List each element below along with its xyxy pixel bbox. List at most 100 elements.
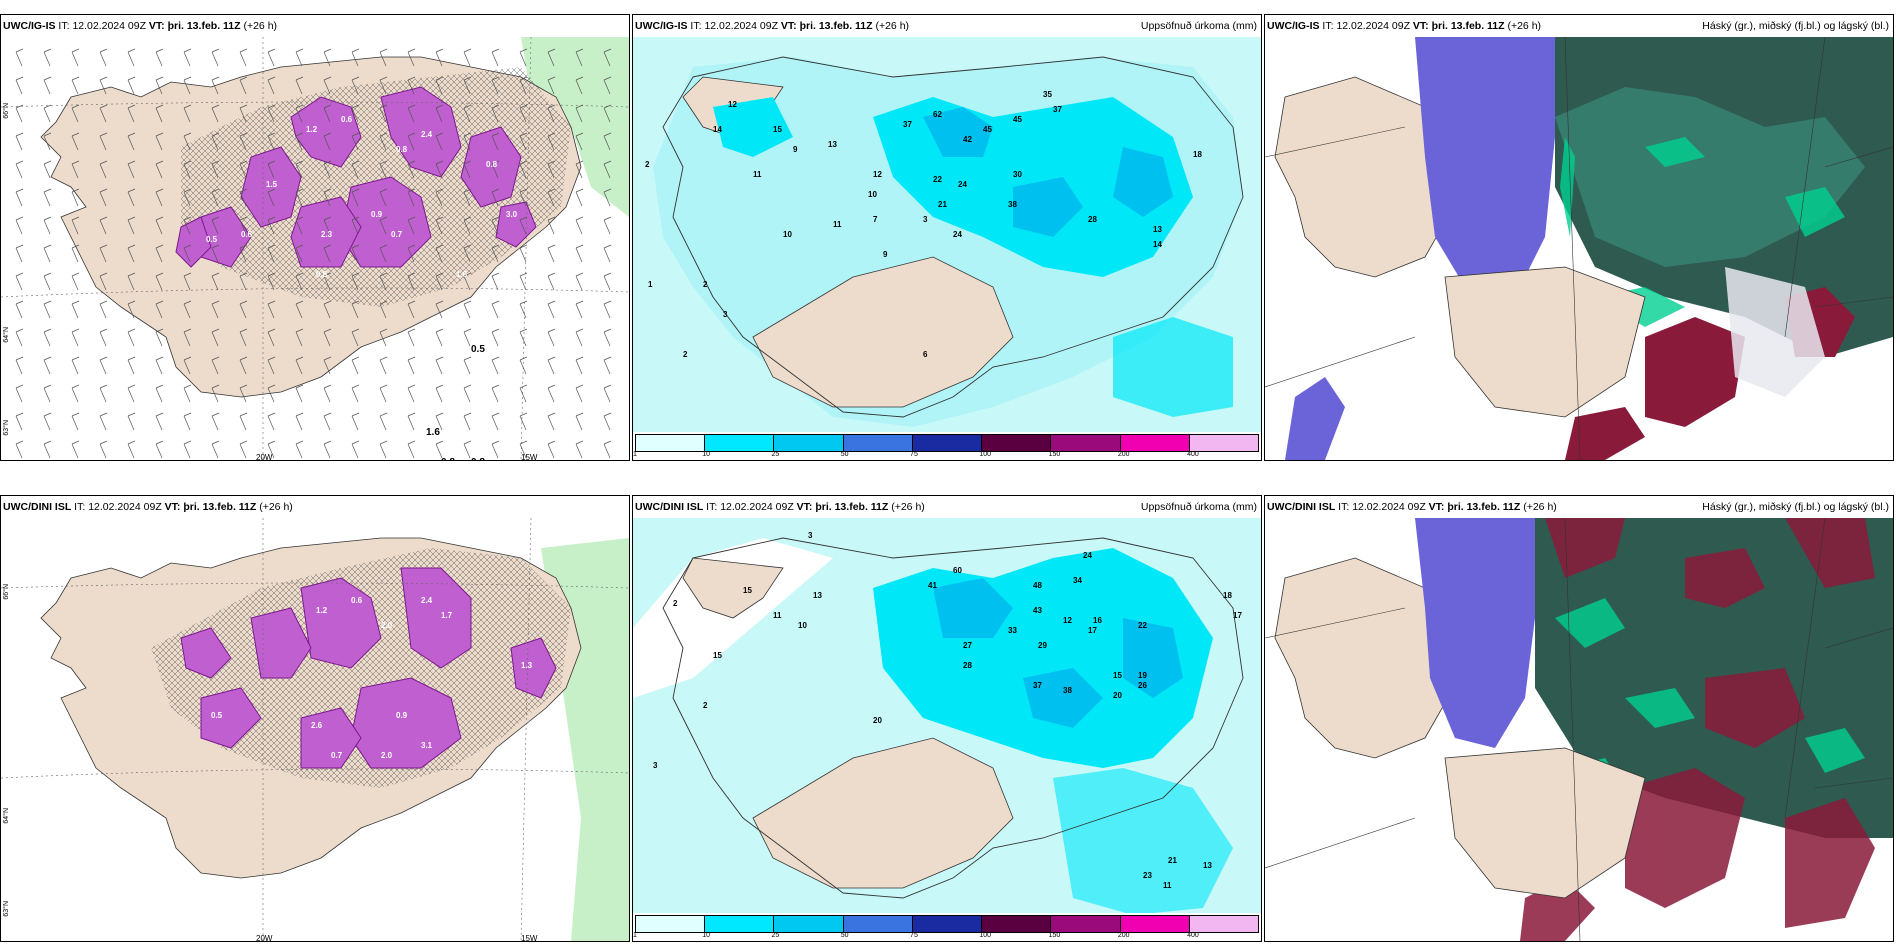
svg-text:22: 22 [1138, 621, 1147, 630]
wind-barb [463, 440, 472, 459]
wind-barb [155, 440, 164, 459]
wind-barb [575, 272, 584, 291]
wind-barb [575, 48, 584, 67]
wind-barb [183, 272, 192, 291]
wind-barb [351, 244, 360, 263]
cb-label: 400 [1187, 932, 1199, 939]
svg-text:2.4: 2.4 [421, 596, 433, 605]
wind-barb [323, 412, 332, 431]
panel-dini-precip: UWC/DINI ISL IT: 12.02.2024 09Z VT: þri.… [632, 495, 1262, 942]
wind-barb [99, 328, 108, 347]
wind-barb [323, 244, 332, 263]
wind-map[interactable]: 1.2 0.6 2.0 2.4 1.7 0.9 1.3 2.6 3.1 2.0 … [1, 518, 629, 941]
svg-text:2: 2 [673, 599, 678, 608]
svg-text:22: 22 [933, 175, 942, 184]
wind-barb [71, 104, 80, 123]
wind-map[interactable]: 0.5 1.6 0.8 0.8 1.2 0.6 2.4 0.8 0.9 1.5 … [1, 37, 629, 460]
wind-barb [71, 300, 80, 319]
wind-barb [71, 356, 80, 375]
svg-text:0.5: 0.5 [211, 711, 223, 720]
cb-label: 200 [1117, 451, 1130, 458]
cb-swatch [1120, 435, 1190, 451]
svg-text:21: 21 [938, 200, 947, 209]
svg-text:3: 3 [723, 310, 728, 319]
wind-barb [379, 356, 388, 375]
wind-barb [435, 104, 444, 123]
cb-label: 200 [1117, 932, 1130, 939]
wind-barb [379, 216, 388, 235]
cb-swatch [1189, 435, 1258, 451]
wind-barb [99, 104, 108, 123]
wind-barb [15, 328, 24, 347]
svg-text:3: 3 [653, 761, 658, 770]
svg-text:0.5: 0.5 [206, 235, 218, 244]
panel-header: UWC/IG-IS IT: 12.02.2024 09Z VT: þri. 13… [1, 15, 629, 37]
cb-label: 150 [1048, 932, 1061, 939]
wind-barb [43, 272, 52, 291]
svg-text:0.7: 0.7 [331, 751, 343, 760]
panel-header: UWC/DINI ISL IT: 12.02.2024 09Z VT: þri.… [633, 496, 1261, 518]
precip-map[interactable]: 2 12 14 15 9 11 13 37 62 42 45 35 37 45 … [633, 37, 1261, 434]
svg-text:10: 10 [868, 190, 877, 199]
wind-barb [71, 328, 80, 347]
cb-swatch [1120, 916, 1190, 932]
wind-barb [407, 76, 416, 95]
wind-barb [99, 384, 108, 403]
wind-barb [547, 48, 556, 67]
lat-label-64: 64°N [3, 327, 10, 343]
wind-barb [379, 160, 388, 179]
wind-barb [155, 216, 164, 235]
wind-barb [463, 104, 472, 123]
wind-barb [323, 300, 332, 319]
wind-barb [379, 76, 388, 95]
wind-barb [323, 272, 332, 291]
wind-barb [267, 300, 276, 319]
wind-barb [435, 412, 444, 431]
lat-label-64: 64°N [3, 808, 10, 824]
wind-barb [323, 132, 332, 151]
wind-barb [575, 356, 584, 375]
cb-swatch [636, 916, 706, 932]
cloud-map[interactable] [1265, 37, 1893, 460]
cb-swatch [843, 916, 913, 932]
wind-barb [351, 188, 360, 207]
svg-text:20: 20 [873, 716, 882, 725]
cloud-map[interactable] [1265, 518, 1893, 941]
svg-text:0.6: 0.6 [341, 115, 353, 124]
svg-text:29: 29 [1038, 641, 1047, 650]
svg-text:2.0: 2.0 [381, 621, 393, 630]
wind-barb [211, 76, 220, 95]
wind-barb [463, 300, 472, 319]
wind-barb [99, 160, 108, 179]
precip-map[interactable]: 2 3 15 20 13 11 10 41 60 48 43 34 24 37 … [633, 518, 1261, 915]
wind-barb [211, 328, 220, 347]
svg-text:13: 13 [1203, 861, 1212, 870]
wind-barb [183, 384, 192, 403]
wind-barb [183, 104, 192, 123]
wind-barb [491, 328, 500, 347]
precip-colorbar: 1 10 25 50 75 100 150 200 400 [633, 432, 1261, 460]
wind-barb [211, 244, 220, 263]
wind-barb [491, 188, 500, 207]
wind-barb [71, 76, 80, 95]
wind-barb [547, 272, 556, 291]
lat-label-63: 63°N [3, 901, 10, 917]
wind-barb [463, 216, 472, 235]
wind-barb [435, 48, 444, 67]
wind-barb [519, 328, 528, 347]
svg-text:37: 37 [903, 120, 912, 129]
wind-barb [15, 440, 24, 459]
wind-barb [603, 412, 612, 431]
wind-barb [267, 412, 276, 431]
cb-label: 75 [910, 451, 918, 458]
svg-text:3: 3 [808, 531, 813, 540]
svg-text:48: 48 [1033, 581, 1042, 590]
wind-barb [519, 356, 528, 375]
wind-barb [239, 132, 248, 151]
wind-barb [379, 244, 388, 263]
wind-barb [15, 244, 24, 263]
wind-barb [71, 244, 80, 263]
svg-text:1.6: 1.6 [456, 270, 468, 279]
svg-text:37: 37 [1033, 681, 1042, 690]
wind-barb [127, 132, 136, 151]
